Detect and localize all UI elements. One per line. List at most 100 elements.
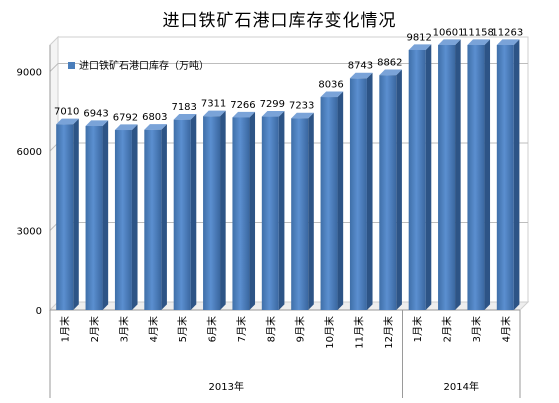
bar: [173, 114, 197, 310]
data-label: 7299: [260, 99, 285, 110]
bar-front: [56, 124, 74, 310]
bar: [467, 39, 491, 311]
bar: [349, 72, 373, 310]
bar: [496, 39, 520, 311]
bar-top: [408, 44, 432, 50]
bar-side: [513, 39, 520, 311]
data-label: 11158: [462, 27, 494, 38]
category-label: 2月末: [441, 316, 454, 342]
data-label: 7010: [54, 107, 79, 118]
bar-side: [396, 69, 402, 310]
bar: [291, 112, 314, 311]
category-label: 7月末: [235, 316, 248, 342]
bar: [85, 120, 109, 311]
bar-side: [102, 120, 109, 311]
bar-front: [144, 129, 162, 310]
bar-top: [349, 72, 373, 79]
data-label: 11263: [491, 27, 523, 38]
bar-front: [203, 116, 221, 310]
bar-side: [337, 91, 344, 310]
category-label: 3月末: [117, 316, 130, 342]
bar-side: [190, 114, 197, 310]
y-tick-label: 6000: [17, 147, 42, 158]
category-label: 8月末: [264, 316, 277, 342]
category-label: 5月末: [176, 316, 189, 342]
data-label: 6943: [83, 108, 108, 119]
bar-top: [232, 111, 256, 118]
data-label: 10601: [433, 27, 465, 38]
bar-top: [114, 124, 138, 131]
bar-side: [73, 118, 79, 310]
data-label: 9812: [406, 32, 431, 43]
category-label: 1月末: [59, 316, 72, 342]
bar-top: [203, 110, 226, 117]
bar-side: [366, 72, 373, 310]
category-label: 6月末: [206, 316, 219, 342]
bar-front: [291, 118, 309, 310]
category-label: 11月末: [352, 316, 365, 349]
bar-top: [320, 91, 344, 98]
category-label: 4月末: [147, 316, 160, 342]
legend: 进口铁矿石港口库存（万吨）: [68, 59, 209, 72]
bar-side: [249, 111, 256, 310]
bar: [320, 91, 344, 311]
bar-front: [232, 117, 250, 311]
bar-top: [467, 39, 491, 45]
bar: [261, 110, 285, 310]
bar-front: [408, 49, 426, 311]
bar-side: [278, 110, 285, 310]
bar-side: [455, 39, 461, 311]
bar-front: [114, 130, 132, 310]
bars: [56, 39, 520, 311]
bar-side: [484, 39, 491, 311]
bar-front: [438, 45, 456, 310]
bar-top: [85, 120, 109, 127]
bar-top: [438, 39, 461, 45]
category-label: 1月末: [411, 316, 424, 342]
bar: [56, 118, 79, 310]
category-label: 9月末: [294, 316, 307, 342]
bar-top: [144, 124, 167, 130]
group-label: 2014年: [444, 380, 479, 393]
bar-front: [85, 126, 103, 310]
category-label: 4月末: [499, 316, 512, 342]
bar-front: [173, 119, 191, 310]
bar-front: [320, 97, 338, 311]
bar-front: [349, 78, 367, 310]
data-label: 8862: [377, 58, 402, 69]
data-label: 6792: [113, 112, 138, 123]
bar-front: [496, 45, 514, 310]
y-tick-label: 0: [36, 306, 42, 317]
category-label: 3月末: [470, 316, 483, 342]
bar-side: [425, 44, 432, 311]
bar-front: [261, 116, 279, 310]
category-label: 12月末: [382, 316, 395, 349]
bar-side: [220, 110, 226, 310]
legend-label: 进口铁矿石港口库存（万吨）: [79, 59, 209, 72]
labels: 0 3000 6000 9000 7010 1月末 6943 2月末 6792 3月末 6803 4月…: [17, 27, 524, 393]
category-label: 10月末: [323, 316, 336, 349]
bar-front: [379, 75, 397, 310]
data-label: 7183: [171, 102, 196, 113]
bar-top: [173, 114, 197, 120]
data-label: 6803: [142, 112, 167, 123]
bar: [144, 124, 167, 310]
data-label: 7311: [201, 99, 226, 110]
bar: [114, 124, 138, 310]
bar: [379, 69, 402, 310]
data-label: 8743: [348, 61, 373, 72]
bar-top: [291, 112, 314, 119]
bar: [203, 110, 226, 310]
y-tick-label: 3000: [17, 227, 42, 238]
bar-top: [56, 118, 79, 125]
bar-front: [467, 45, 485, 310]
bar-side: [308, 112, 314, 311]
data-label: 7233: [289, 101, 314, 112]
bar-top: [496, 39, 520, 45]
bar-side: [161, 124, 167, 310]
bar-top: [261, 110, 285, 117]
bar-top: [379, 69, 402, 76]
group-label: 2013年: [209, 380, 244, 393]
legend-swatch: [68, 62, 75, 69]
